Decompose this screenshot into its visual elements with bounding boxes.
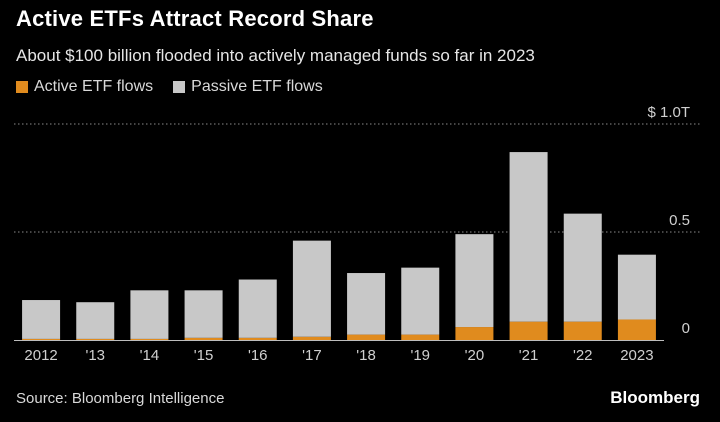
- bar-passive-4: [238, 279, 277, 338]
- bar-active-6: [347, 334, 386, 340]
- x-tick-label: '15: [194, 347, 214, 364]
- bar-passive-10: [563, 213, 602, 322]
- legend-label-active: Active ETF flows: [34, 78, 154, 95]
- x-tick-label: '18: [356, 347, 376, 364]
- bar-active-10: [563, 321, 602, 340]
- bar-passive-3: [184, 290, 223, 338]
- legend-swatch-passive: [173, 81, 186, 93]
- bar-passive-9: [509, 152, 548, 322]
- bar-passive-0: [22, 300, 61, 339]
- bar-active-11: [617, 319, 656, 340]
- bar-passive-6: [347, 273, 386, 335]
- x-tick-label: '20: [465, 347, 485, 364]
- bar-active-2: [130, 338, 169, 340]
- x-tick-label: 2023: [620, 347, 653, 364]
- legend: Active ETF flows Passive ETF flows: [16, 78, 343, 96]
- bar-active-9: [509, 321, 548, 340]
- bloomberg-logo: Bloomberg: [610, 388, 700, 407]
- chart-title: Active ETFs Attract Record Share: [16, 6, 374, 31]
- bar-passive-8: [455, 234, 494, 328]
- bar-active-0: [22, 338, 61, 340]
- legend-item-active: Active ETF flows: [16, 78, 153, 96]
- x-tick-label: '16: [248, 347, 268, 364]
- x-tick-label: 2012: [24, 347, 57, 364]
- y-tick-label: 0.5: [669, 212, 690, 229]
- bar-passive-11: [617, 254, 656, 320]
- legend-label-passive: Passive ETF flows: [191, 78, 323, 95]
- x-tick-label: '17: [302, 347, 322, 364]
- bar-active-7: [401, 334, 440, 340]
- chart-subtitle: About $100 billion flooded into actively…: [16, 46, 535, 65]
- bar-active-8: [455, 327, 494, 340]
- bar-active-3: [184, 337, 223, 340]
- bar-passive-1: [76, 302, 115, 339]
- x-tick-label: '13: [85, 347, 105, 364]
- x-tick-label: '19: [410, 347, 430, 364]
- source-note: Source: Bloomberg Intelligence: [16, 390, 225, 407]
- bar-active-4: [238, 337, 277, 340]
- bar-passive-5: [292, 240, 331, 337]
- y-tick-label: 0: [682, 320, 690, 337]
- x-tick-label: '14: [140, 347, 160, 364]
- x-tick-label: '22: [573, 347, 593, 364]
- y-tick-label: $ 1.0T: [647, 104, 690, 121]
- x-tick-label: '21: [519, 347, 539, 364]
- bar-active-1: [76, 338, 115, 340]
- bar-passive-7: [401, 267, 440, 335]
- legend-swatch-active: [16, 81, 28, 93]
- bar-passive-2: [130, 290, 169, 339]
- bar-active-5: [292, 336, 331, 340]
- legend-item-passive: Passive ETF flows: [173, 78, 323, 96]
